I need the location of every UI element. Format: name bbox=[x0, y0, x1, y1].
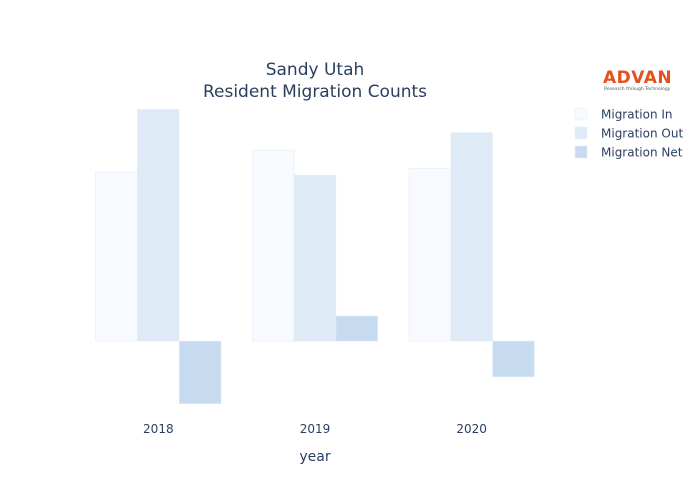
bar-migration-net-2019[interactable] bbox=[335, 315, 378, 342]
advan-logo: ADVAN Research through Technology bbox=[603, 68, 672, 92]
bar-migration-net-2018[interactable] bbox=[178, 340, 222, 405]
x-axis-ticks: 2018 2019 2020 bbox=[143, 422, 487, 436]
chart-title: Sandy Utah Resident Migration Counts bbox=[203, 60, 427, 102]
x-axis-title: year bbox=[299, 449, 330, 465]
advan-logo-text: ADVAN bbox=[603, 68, 672, 88]
bar-group bbox=[95, 109, 535, 405]
advan-logo-tagline: Research through Technology bbox=[604, 86, 671, 92]
bar-migration-out-2018[interactable] bbox=[137, 109, 180, 342]
bar-migration-out-2020[interactable] bbox=[450, 132, 493, 342]
bar-migration-in-2018[interactable] bbox=[95, 171, 138, 342]
x-tick-label: 2018 bbox=[143, 422, 174, 436]
bar-migration-net-2020[interactable] bbox=[492, 340, 535, 378]
legend: Migration In Migration Out Migration Net bbox=[574, 107, 683, 160]
legend-label-migration-out[interactable]: Migration Out bbox=[601, 127, 683, 141]
bar-migration-in-2020[interactable] bbox=[408, 167, 452, 342]
bar-migration-out-2019[interactable] bbox=[293, 174, 337, 342]
chart-title-line-2: Resident Migration Counts bbox=[203, 82, 427, 102]
legend-swatch-migration-out[interactable] bbox=[574, 126, 588, 140]
legend-label-migration-in[interactable]: Migration In bbox=[601, 108, 673, 122]
legend-swatch-migration-net[interactable] bbox=[574, 145, 588, 159]
legend-swatch-migration-in[interactable] bbox=[574, 107, 588, 121]
x-tick-label: 2020 bbox=[456, 422, 487, 436]
bar-migration-in-2019[interactable] bbox=[252, 149, 295, 342]
x-tick-label: 2019 bbox=[300, 422, 331, 436]
legend-label-migration-net[interactable]: Migration Net bbox=[601, 146, 683, 160]
chart-title-line-1: Sandy Utah bbox=[266, 60, 365, 80]
